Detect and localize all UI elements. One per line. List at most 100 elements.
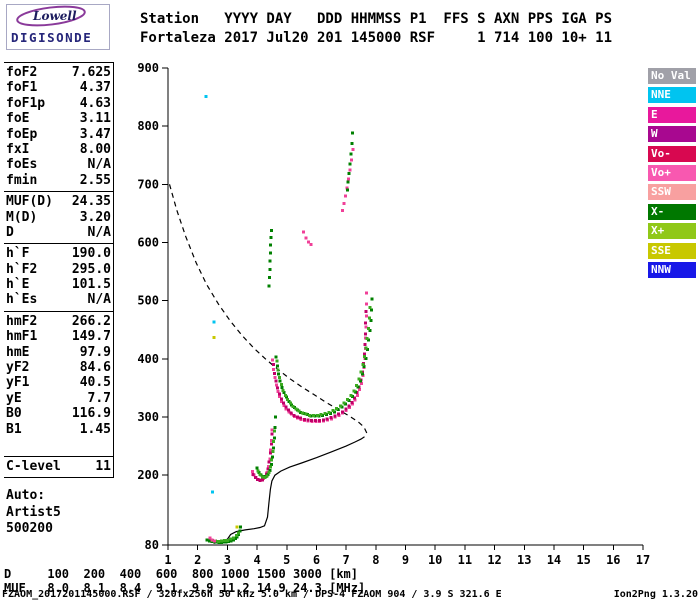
x-tick-label: 9 — [402, 553, 409, 567]
legend-item-ssw: SSW — [648, 184, 696, 201]
parameter-value: 266.2 — [71, 313, 111, 329]
parameter-label: M(D) — [6, 209, 38, 225]
x-tick-label: 5 — [283, 553, 290, 567]
legend-item-sse: SSE — [648, 242, 696, 259]
autoscaling-block: Auto: Artist5 500200 — [4, 488, 114, 538]
parameter-label: foE — [6, 111, 30, 127]
parameter-row-fof1: foF1 4.37 — [6, 80, 111, 95]
legend-item-nne: NNE — [648, 87, 696, 104]
parameter-label: MUF(D) — [6, 194, 53, 210]
parameter-row-fxi: fxI 8.00 — [6, 142, 111, 157]
legend-item-no-val: No Val — [648, 68, 696, 84]
parameter-row-fof1p: foF1p 4.63 — [6, 96, 111, 111]
logo-lowell-text: Lowell — [33, 9, 77, 23]
parameter-value: 8.00 — [79, 141, 111, 157]
y-tick-label: 500 — [137, 294, 159, 308]
parameter-label: B0 — [6, 406, 22, 422]
x-tick-label: 16 — [606, 553, 620, 567]
legend: No Val NNE E W Vo- Vo+ SSW X- X+ SSE NNW — [648, 68, 696, 281]
parameter-value: 84.6 — [79, 360, 111, 376]
parameter-value: N/A — [87, 224, 111, 240]
x-tick-label: 17 — [636, 553, 650, 567]
x-tick-label: 11 — [458, 553, 472, 567]
legend-item-e: E — [648, 106, 696, 123]
parameter-label: foF1p — [6, 95, 46, 111]
legend-item-vo: Vo+ — [648, 164, 696, 181]
parameter-value: 3.11 — [79, 111, 111, 127]
parameter-value: 7.7 — [87, 390, 111, 406]
parameter-label: h`E — [6, 277, 30, 293]
parameter-label: h`Es — [6, 292, 38, 308]
parameter-value: N/A — [87, 157, 111, 173]
header-values-line: Fortaleza 2017 Jul20 201 145000 RSF 1 71… — [140, 30, 613, 46]
x-tick-label: 1 — [164, 553, 171, 567]
x-tick-label: 15 — [576, 553, 590, 567]
series-f2-trace-x-outer — [274, 297, 374, 418]
series-f2-trace-o-inner — [271, 310, 368, 422]
parameter-row-h-f2: h`F2 295.0 — [6, 262, 111, 277]
parameter-value: 1.45 — [79, 421, 111, 437]
measurement-header: Station YYYY DAY DDD HHMMSS P1 FFS S AXN… — [140, 10, 612, 48]
x-tick-label: 10 — [428, 553, 442, 567]
parameter-value: 116.9 — [71, 406, 111, 422]
parameter-row-d: D N/A — [6, 225, 111, 240]
x-tick-label: 14 — [547, 553, 561, 567]
series-f1-trace-x-inner — [256, 429, 277, 479]
parameter-group: hmF2 266.2 hmF1 149.7 hmE 97.9 yF2 84.6 yF1 40.5 y… — [4, 310, 113, 440]
parameter-value: 3.20 — [79, 209, 111, 225]
parameter-label: fmin — [6, 172, 38, 188]
parameter-row-b0: B0 116.9 — [6, 406, 111, 421]
series-second-order-f-x — [267, 228, 273, 288]
d-muf-table: D 100 200 400 600 800 1000 1500 3000 [km… — [4, 567, 366, 595]
line-muf-transmission-curve — [168, 184, 369, 435]
auto-line-artist5: Artist5 — [6, 504, 61, 520]
x-tick-label: 6 — [313, 553, 320, 567]
series-f1-trace-x — [255, 415, 277, 478]
footer: FZAOM_2017201145000.RSF / 320fx256h 50 k… — [2, 589, 698, 600]
parameter-label: hmF1 — [6, 329, 38, 345]
footer-filename: FZAOM_2017201145000.RSF / 320fx256h 50 k… — [2, 589, 502, 600]
parameter-label: foF1 — [6, 80, 38, 96]
parameter-row-ye: yE 7.7 — [6, 391, 111, 406]
parameter-row-m-d: M(D) 3.20 — [6, 210, 111, 225]
y-tick-labels: 900 800 700 600 500 400 300 200 80 — [137, 61, 168, 552]
parameter-label: yF2 — [6, 360, 30, 376]
auto-line-500200: 500200 — [6, 521, 53, 537]
y-tick-label: 700 — [137, 177, 159, 191]
y-tick-label: 80 — [145, 538, 159, 552]
parameter-row-foep: foEp 3.47 — [6, 127, 111, 142]
line-true-height-profile — [213, 436, 365, 544]
parameter-group: C-level 11 — [4, 455, 113, 479]
parameter-label: h`F2 — [6, 261, 38, 277]
logo-swoosh-icon — [16, 5, 86, 27]
parameter-value: 24.35 — [71, 194, 111, 210]
parameter-row-h-f: h`F 190.0 — [6, 246, 111, 261]
series-noise-cyan — [204, 95, 216, 494]
parameter-label: hmE — [6, 344, 30, 360]
x-tick-label: 8 — [372, 553, 379, 567]
y-tick-label: 900 — [137, 61, 159, 75]
parameter-row-hme: hmE 97.9 — [6, 345, 111, 360]
x-tick-labels: 1 2 3 4 5 6 7 8 9 10 11 12 13 14 15 16 17 — [164, 545, 650, 567]
parameter-panel-container: foF2 7.625 foF1 4.37 foF1p 4.63 foE 3.11 foEp 3.4… — [4, 62, 114, 538]
auto-line-auto: Auto: — [6, 488, 46, 504]
series-second-order-f-o-arm — [341, 147, 355, 212]
series-second-order-f-x-arm — [345, 131, 355, 192]
parameter-row-h-es: h`Es N/A — [6, 292, 111, 307]
y-tick-label: 800 — [137, 119, 159, 133]
parameter-value: 190.0 — [71, 246, 111, 262]
series-second-order-f-o-bottom — [301, 230, 313, 246]
parameter-label: D — [6, 224, 14, 240]
parameter-row-b1: B1 1.45 — [6, 422, 111, 437]
logo-digisonde-text: DIGISONDE — [11, 30, 93, 45]
parameter-label: h`F — [6, 246, 30, 262]
parameter-row-fmin: fmin 2.55 — [6, 173, 111, 188]
parameter-row-hmf1: hmF1 149.7 — [6, 329, 111, 344]
header-labels-line: Station YYYY DAY DDD HHMMSS P1 FFS S AXN… — [140, 11, 613, 27]
parameter-row-foes: foEs N/A — [6, 157, 111, 172]
parameter-value: 11 — [95, 458, 111, 474]
parameter-value: 7.625 — [71, 65, 111, 80]
y-tick-label: 600 — [137, 236, 159, 250]
x-tick-label: 13 — [517, 553, 531, 567]
